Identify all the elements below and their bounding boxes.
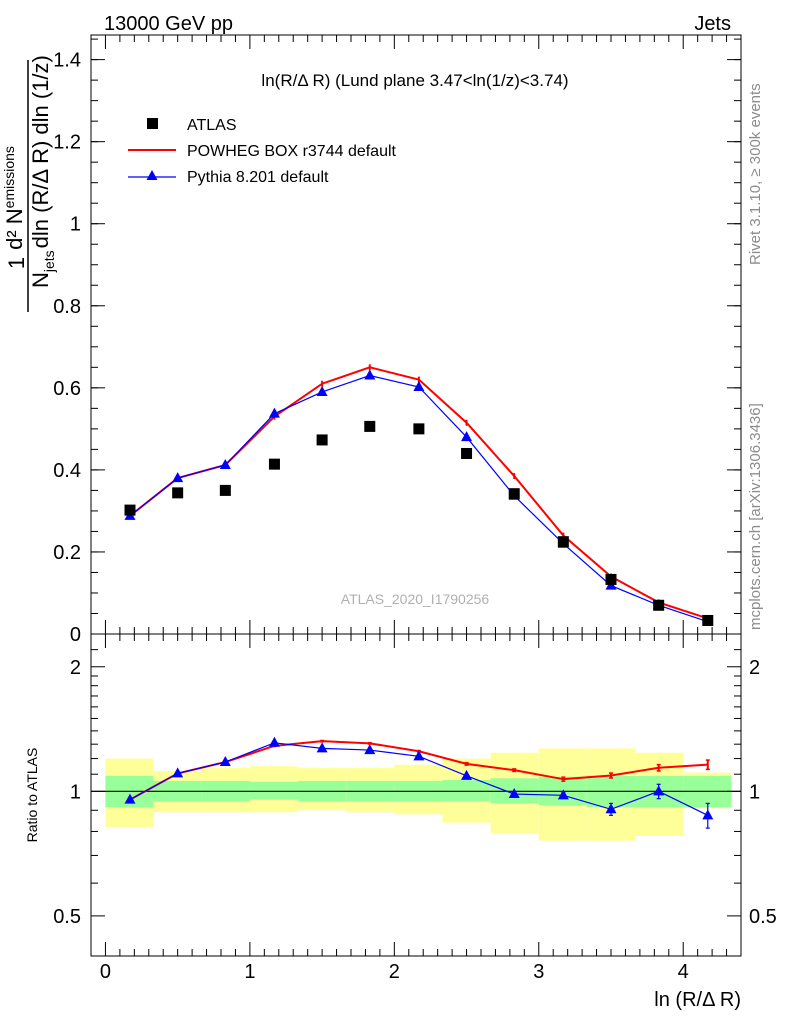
plot-title: ln(R/Δ R) (Lund plane 3.47<ln(1/z)<3.74) xyxy=(261,71,568,90)
ratio-pythia-marker xyxy=(172,767,184,778)
ratio-axis-ticks: 0.5 0.5 1 1 2 2 0 1 2 3 4 xyxy=(53,634,777,983)
atlas-point-marker xyxy=(316,434,328,446)
ratio-plot-frame xyxy=(90,633,742,957)
atlas-point-marker xyxy=(702,614,714,626)
x-tick-label: 2 xyxy=(389,961,400,983)
ratio-inner-band-bin xyxy=(249,781,298,800)
main-y-tick-label: 0.6 xyxy=(53,378,81,400)
powheg-series-line xyxy=(129,366,709,620)
main-y-tick-label: 1 xyxy=(70,214,81,236)
ratio-pythia-marker xyxy=(413,750,425,761)
ratio-y-tick-label: 0.5 xyxy=(53,906,81,928)
pythia-point-marker xyxy=(172,472,184,483)
atlas-point-marker xyxy=(461,447,473,459)
ratio-pythia-marker xyxy=(702,809,714,820)
atlas-point-marker xyxy=(508,488,520,500)
legend-powheg-label: POWHEG BOX r3744 default xyxy=(187,143,397,160)
pythia-point-marker xyxy=(268,407,280,418)
ratio-pythia-marker xyxy=(461,769,473,780)
x-tick-label: 0 xyxy=(100,961,111,983)
main-y-tick-label: 1.4 xyxy=(53,50,81,72)
ratio-y-tick-label-right: 2 xyxy=(749,657,760,679)
ratio-pythia-marker xyxy=(364,744,376,755)
ylabel-fraction-top: d² Nemissions xyxy=(1,146,27,250)
x-tick-label: 3 xyxy=(533,961,544,983)
legend-atlas-label: ATLAS xyxy=(187,117,237,134)
main-y-tick-label: 0.8 xyxy=(53,296,81,318)
ratio-y-tick-label: 2 xyxy=(70,657,81,679)
atlas-point-marker xyxy=(268,458,280,470)
atlas-point-marker xyxy=(557,536,569,548)
main-plot-panel: ln(R/Δ R) (Lund plane 3.47<ln(1/z)<3.74)… xyxy=(1,34,742,646)
x-tick-label: 4 xyxy=(678,961,689,983)
mcplots-label: mcplots.cern.ch [arXiv:1306.3436] xyxy=(747,403,764,630)
atlas-point-marker xyxy=(124,504,136,516)
legend-atlas-marker xyxy=(147,118,158,129)
main-data-marks xyxy=(124,364,714,626)
ratio-pythia-marker xyxy=(316,742,328,753)
ylabel-denominator: Njetsdln (R/Δ R) dln (1/z) xyxy=(28,55,57,288)
ylabel-numerator: 1 xyxy=(4,257,29,269)
atlas-point-marker xyxy=(605,573,617,585)
atlas-point-marker xyxy=(653,599,665,611)
ratio-y-tick-label-right: 1 xyxy=(749,781,760,803)
ratio-plot-panel: 0.5 0.5 1 1 2 2 0 1 2 3 4 Ratio to ATLAS ln (R/Δ R… xyxy=(24,633,777,1011)
ratio-pythia-marker xyxy=(557,789,569,800)
ratio-pythia-marker xyxy=(605,803,617,814)
main-y-tick-label: 1.2 xyxy=(53,132,81,154)
energy-label: 13000 GeV pp xyxy=(104,13,233,35)
pythia-point-marker xyxy=(461,431,473,442)
ratio-pythia-marker xyxy=(268,736,280,747)
main-y-axis-label: 1 Njetsdln (R/Δ R) dln (1/z) d² Nemissio… xyxy=(1,55,57,312)
ratio-y-tick-label: 1 xyxy=(70,781,81,803)
legend-pythia-marker xyxy=(146,170,158,180)
main-y-tick-label: 0.4 xyxy=(53,460,81,482)
analysis-watermark: ATLAS_2020_I1790256 xyxy=(341,591,490,607)
pythia-point-marker xyxy=(364,369,376,380)
pythia-point-marker xyxy=(316,385,328,396)
pythia-series-line xyxy=(129,374,708,623)
main-y-tick-label: 0 xyxy=(70,624,81,646)
ratio-pythia-marker xyxy=(219,756,231,767)
atlas-point-marker xyxy=(172,487,184,499)
ratio-y-tick-label-right: 0.5 xyxy=(749,906,777,928)
ratio-pythia-marker xyxy=(508,788,520,799)
atlas-point-marker xyxy=(219,484,231,496)
x-axis-label: ln (R/Δ R) xyxy=(654,989,741,1011)
ratio-data-marks xyxy=(124,736,714,829)
atlas-point-marker xyxy=(413,423,425,435)
atlas-point-marker xyxy=(364,420,376,432)
ratio-pythia-marker xyxy=(124,793,136,804)
main-axis-ticks: 0 0.2 0.4 0.6 0.8 1 1.2 1.4 xyxy=(53,35,742,646)
rivet-label: Rivet 3.1.10, ≥ 300k events xyxy=(747,83,764,265)
pythia-point-marker xyxy=(413,381,425,392)
pythia-point-marker xyxy=(219,458,231,469)
ratio-uncertainty-bands xyxy=(91,748,741,841)
legend: ATLAS POWHEG BOX r3744 default Pythia 8.… xyxy=(128,117,397,186)
ratio-pythia-marker xyxy=(653,785,665,796)
main-y-tick-label: 0.2 xyxy=(53,542,81,564)
process-label: Jets xyxy=(694,13,731,35)
legend-pythia-label: Pythia 8.201 default xyxy=(187,169,329,186)
x-tick-label: 1 xyxy=(244,961,255,983)
ratio-y-axis-label: Ratio to ATLAS xyxy=(24,748,40,843)
